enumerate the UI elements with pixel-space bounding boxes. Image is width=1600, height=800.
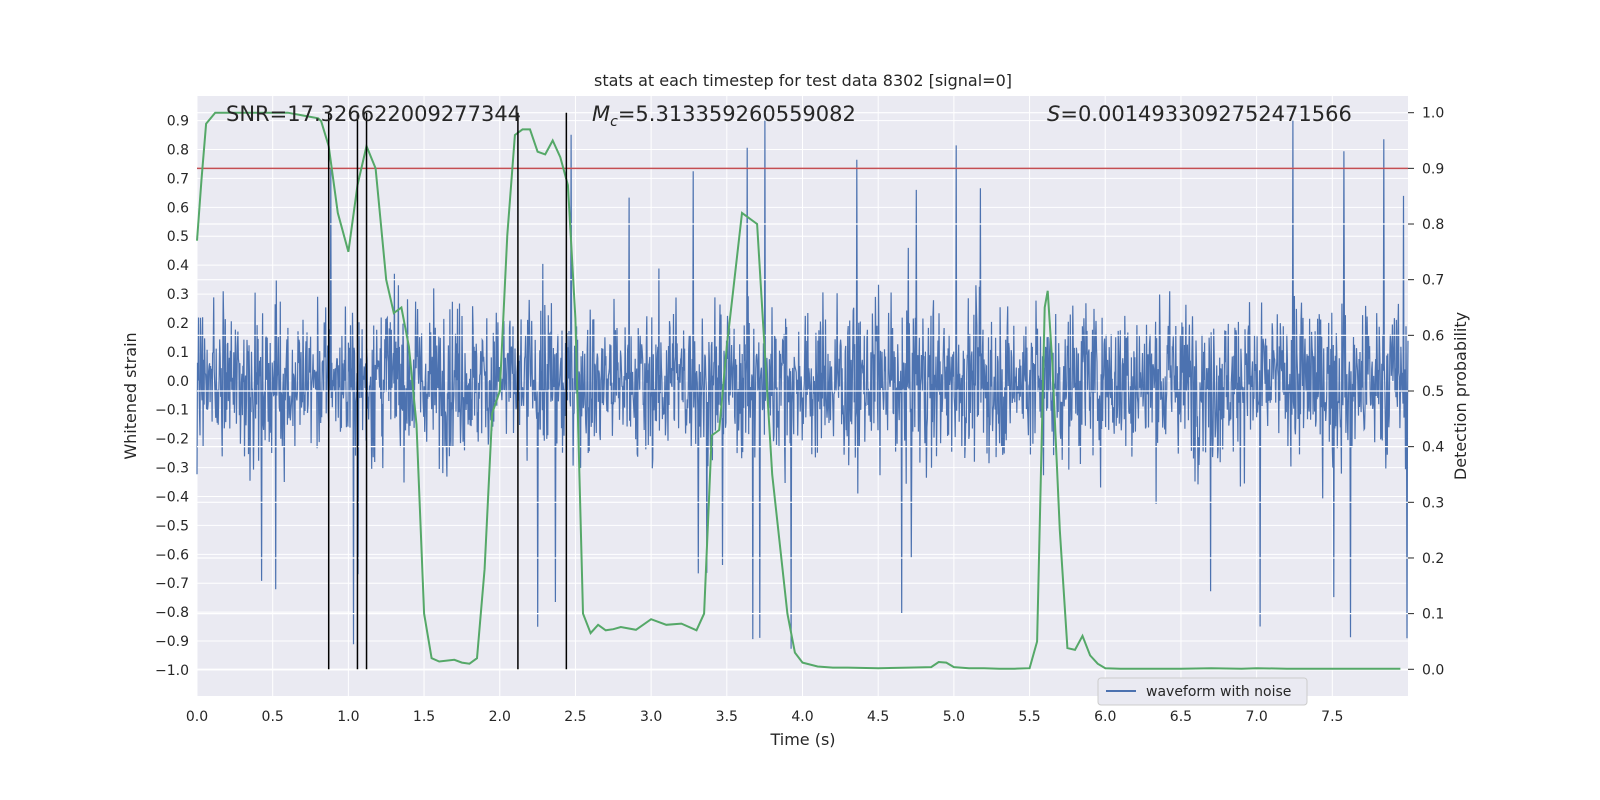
x-tick-label: 5.5 [1018, 709, 1040, 725]
y2-tick-label: 0.2 [1422, 551, 1444, 567]
x-tick-label: 7.0 [1245, 709, 1267, 725]
y2-tick-label: 0.6 [1422, 328, 1444, 344]
y-tick-label: −0.1 [155, 403, 189, 419]
y-tick-label: −0.7 [155, 576, 189, 592]
snr-annotation: SNR=17.326622009277344 [226, 102, 521, 126]
y-tick-label: −1.0 [155, 663, 189, 679]
x-tick-label: 6.0 [1094, 709, 1116, 725]
x-tick-label: 1.0 [337, 709, 359, 725]
y2-tick-label: 0.1 [1422, 607, 1444, 623]
legend: waveform with noise [1097, 677, 1308, 706]
legend-box [1097, 677, 1308, 706]
chart-title: stats at each timestep for test data 830… [594, 71, 1012, 90]
mc-subscript: c [610, 114, 618, 130]
y-tick-label: −0.5 [155, 518, 189, 534]
y-tick-label: 0.2 [167, 316, 189, 332]
s-symbol: S [1047, 102, 1060, 126]
y2-tick-label: 1.0 [1422, 106, 1444, 122]
x-tick-label: 3.0 [640, 709, 662, 725]
x-tick-label: 0.5 [262, 709, 284, 725]
x-tick-label: 5.0 [943, 709, 965, 725]
mc-value: =5.313359260559082 [618, 102, 856, 126]
probability-line [196, 111, 1401, 670]
y-tick-label: 0.0 [167, 374, 189, 390]
y2-tick-label: 0.0 [1422, 662, 1444, 678]
y-tick-label: 0.3 [167, 287, 189, 303]
y-tick-label: 0.6 [167, 200, 189, 216]
y-tick-label: −0.8 [155, 605, 189, 621]
vertical-markers [327, 112, 568, 670]
x-tick-label: 0.0 [186, 709, 208, 725]
y2-tick-label: 0.3 [1422, 495, 1444, 511]
waveform-line [196, 120, 1409, 649]
y-tick-label: −0.6 [155, 547, 189, 563]
y2-tick-label: 0.7 [1422, 273, 1444, 289]
s-annotation: S=0.0014933092752471566 [1047, 102, 1352, 126]
y-tick-label: 0.9 [167, 114, 189, 130]
s-value: =0.0014933092752471566 [1060, 102, 1352, 126]
probability-series [196, 111, 1401, 670]
y2-tick-label: 0.9 [1422, 161, 1444, 177]
y-tick-label: 0.4 [167, 258, 189, 274]
y-tick-label: 0.8 [167, 142, 189, 158]
legend-label: waveform with noise [1146, 684, 1291, 700]
mc-annotation: Mc=5.313359260559082 [592, 102, 856, 130]
y2-tick-label: 0.4 [1422, 440, 1444, 456]
x-tick-label: 4.5 [867, 709, 889, 725]
tick-labels: 0.0 0.5 1.0 1.5 2.0 2.5 3.0 3.5 4.0 4.5 5.0 5.5 6.0 6… [155, 106, 1444, 725]
mc-symbol: M [592, 102, 610, 126]
y2-tick-label: 0.8 [1422, 217, 1444, 233]
y-tick-label: −0.9 [155, 634, 189, 650]
x-tick-label: 6.5 [1170, 709, 1192, 725]
y-tick-label: 0.1 [167, 345, 189, 361]
y-tick-label: −0.2 [155, 432, 189, 448]
y-axis-label: Whitened strain [121, 332, 140, 459]
x-tick-label: 7.5 [1321, 709, 1343, 725]
x-tick-label: 1.5 [413, 709, 435, 725]
x-tick-label: 3.5 [716, 709, 738, 725]
y2-axis-label: Detection probability [1451, 312, 1470, 480]
waveform-series [196, 120, 1409, 649]
y-tick-label: 0.5 [167, 229, 189, 245]
x-tick-label: 2.0 [489, 709, 511, 725]
y-tick-label: 0.7 [167, 171, 189, 187]
x-tick-label: 4.0 [791, 709, 813, 725]
y-tick-label: −0.3 [155, 461, 189, 477]
x-axis-label: Time (s) [769, 730, 835, 749]
x-tick-label: 2.5 [564, 709, 586, 725]
y2-tick-label: 0.5 [1422, 384, 1444, 400]
y-tick-label: −0.4 [155, 489, 189, 505]
